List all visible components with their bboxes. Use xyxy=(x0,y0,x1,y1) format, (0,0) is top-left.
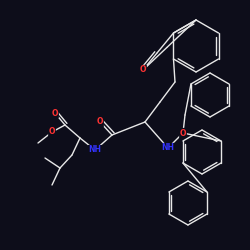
Text: O: O xyxy=(97,118,103,126)
Text: O: O xyxy=(180,128,186,138)
Text: NH: NH xyxy=(162,144,174,152)
Text: O: O xyxy=(49,128,55,136)
Text: O: O xyxy=(52,108,58,118)
Text: O: O xyxy=(140,66,146,74)
Text: NH: NH xyxy=(88,146,102,154)
